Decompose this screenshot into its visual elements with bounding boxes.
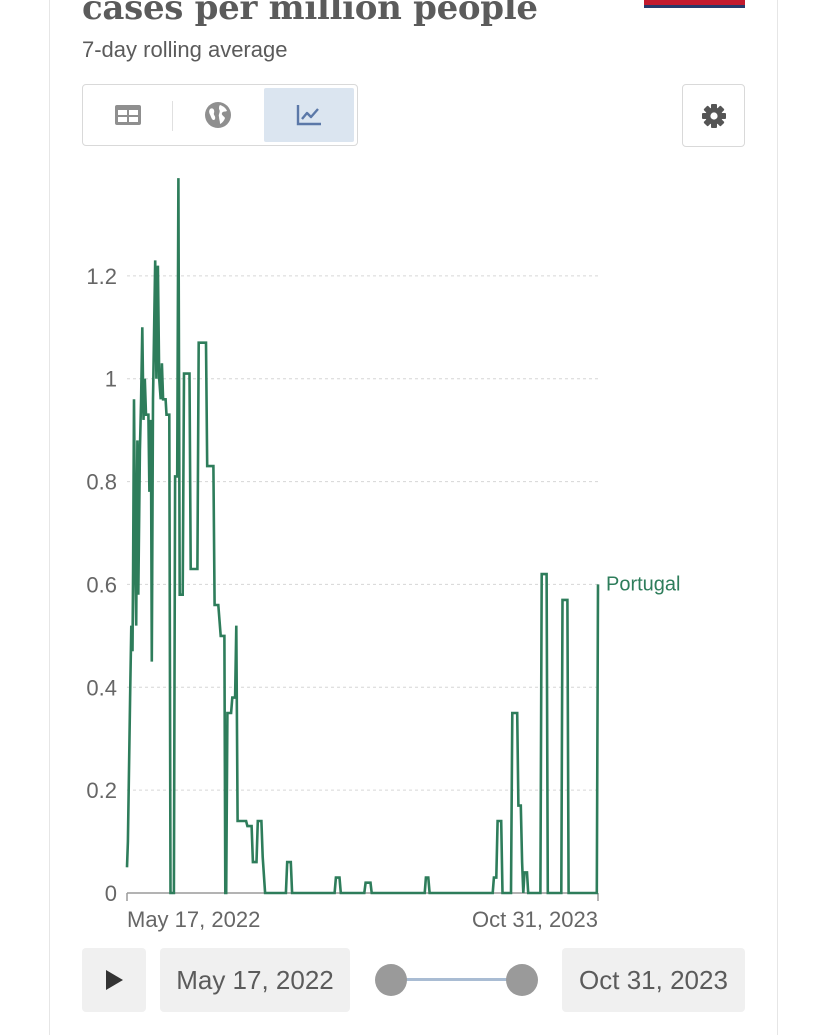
end-date-field[interactable]: Oct 31, 2023: [562, 948, 745, 1012]
map-tab[interactable]: [173, 85, 263, 145]
play-button[interactable]: [82, 948, 146, 1012]
table-tab[interactable]: [83, 85, 174, 145]
chart-title: cases per million people: [82, 0, 538, 28]
gear-icon: [701, 103, 726, 128]
y-tick-label: 0.8: [86, 470, 117, 495]
timeline-end-handle[interactable]: [506, 964, 538, 996]
x-tick-label: Oct 31, 2023: [472, 907, 598, 932]
line-chart: 0 0.2 0.4 0.6 0.8 1 1.2 May 17, 2022 Oct 31, 20…: [86, 178, 681, 932]
chart-card: [49, 0, 778, 1035]
table-icon: [115, 105, 142, 125]
y-tick-label: 1: [105, 367, 117, 392]
y-tick-label: 0: [105, 881, 117, 906]
chart-subtitle: 7-day rolling average: [82, 37, 288, 62]
view-tabs: [82, 84, 358, 146]
flag-image: [644, 0, 745, 8]
series-line-portugal[interactable]: [125, 178, 600, 895]
y-tick-label: 0.4: [86, 675, 117, 700]
y-tick-label: 1.2: [86, 264, 117, 289]
timeline-range-track[interactable]: [392, 978, 522, 981]
y-tick-label: 0.6: [86, 572, 117, 597]
play-icon: [106, 970, 123, 990]
settings-button[interactable]: [682, 84, 745, 147]
y-axis-ticks: 0 0.2 0.4 0.6 0.8 1 1.2: [86, 264, 117, 906]
y-tick-label: 0.2: [86, 778, 117, 803]
chart-tab[interactable]: [263, 88, 354, 142]
x-tick-label: May 17, 2022: [127, 907, 260, 932]
start-date-field[interactable]: May 17, 2022: [160, 948, 350, 1012]
globe-icon: [205, 102, 232, 128]
series-label-portugal[interactable]: Portugal: [606, 573, 681, 595]
timeline-start-handle[interactable]: [375, 964, 407, 996]
x-axis-ticks: May 17, 2022 Oct 31, 2023: [126, 893, 599, 932]
line-chart-icon: [296, 105, 321, 126]
